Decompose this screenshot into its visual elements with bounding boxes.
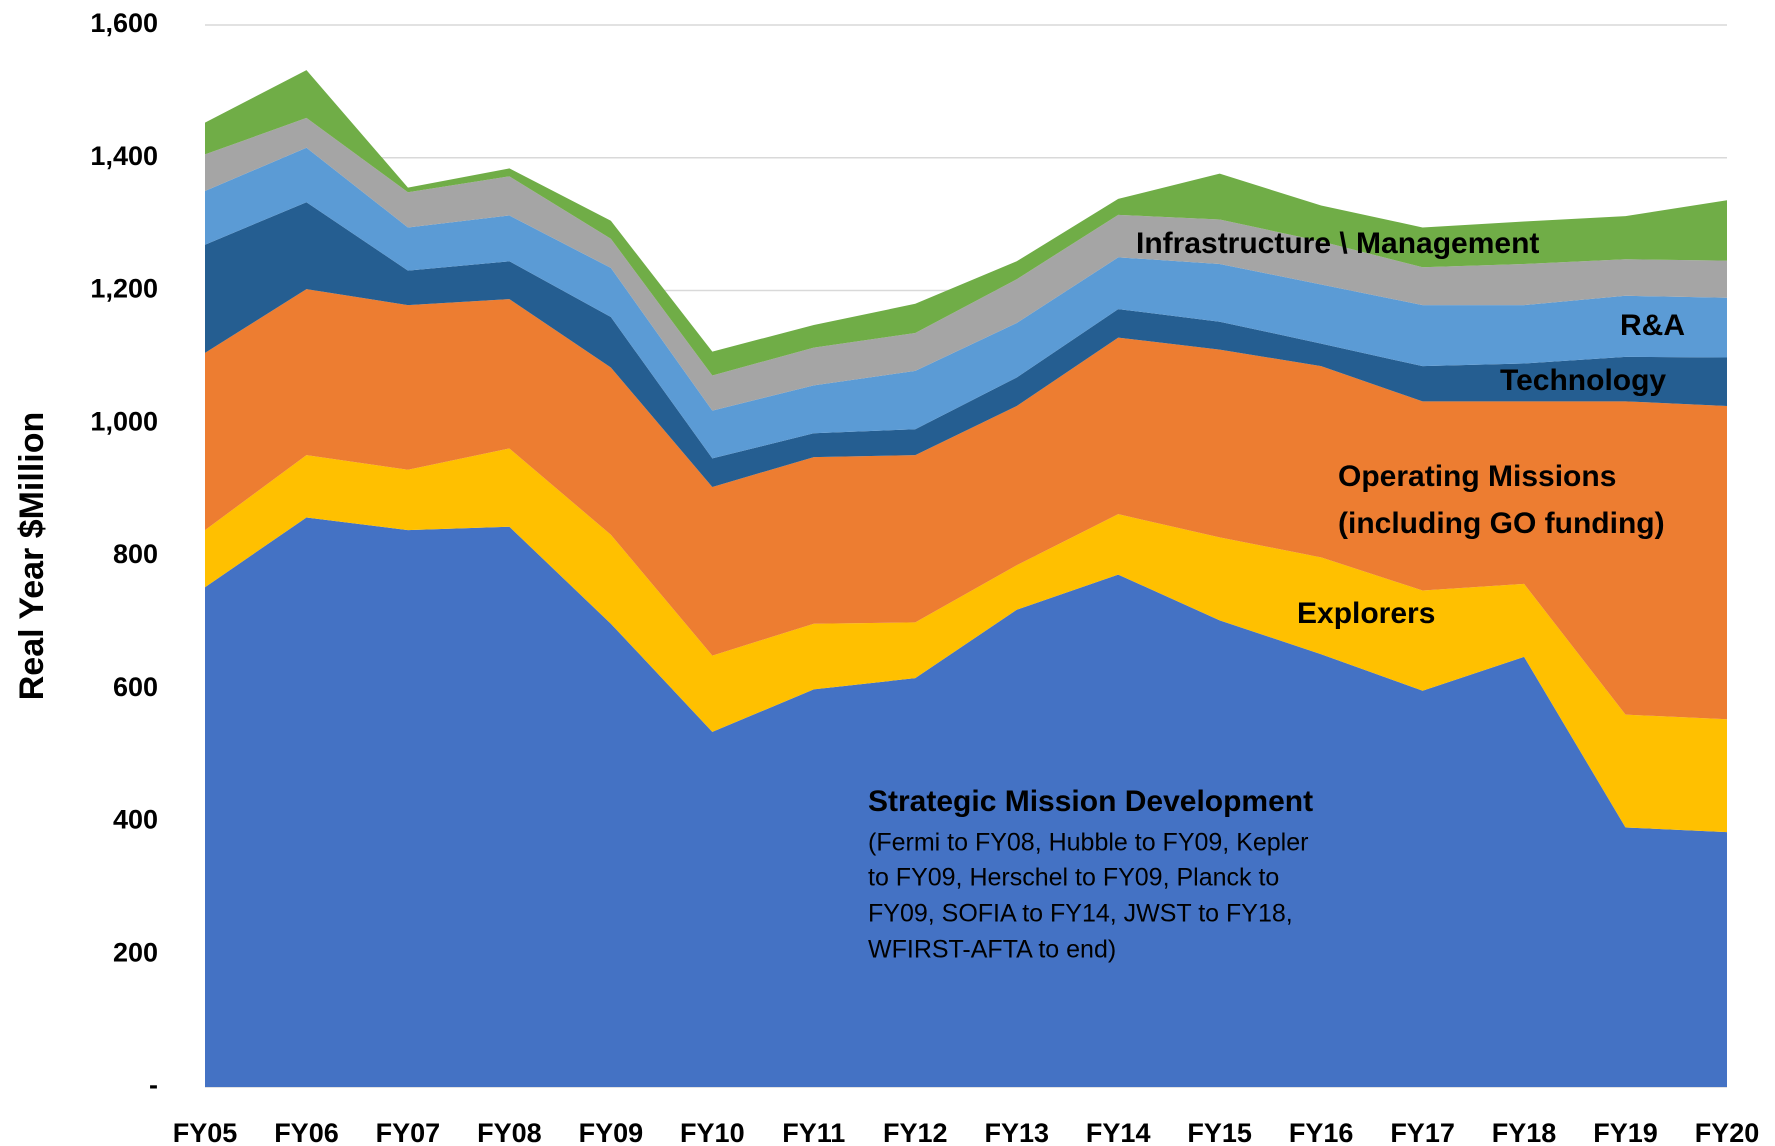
annotation: (including GO funding)	[1338, 507, 1665, 540]
x-tick-label: FY10	[680, 1118, 745, 1146]
annotation: to FY09, Herschel to FY09, Planck to	[868, 864, 1279, 892]
x-tick-label: FY09	[579, 1118, 644, 1146]
y-tick-label: 800	[113, 539, 158, 569]
area	[205, 448, 1727, 833]
x-tick-label: FY08	[477, 1118, 542, 1146]
area	[205, 517, 1727, 1087]
x-tick-label: FY19	[1593, 1118, 1658, 1146]
y-tick-label: 600	[113, 672, 158, 702]
area	[205, 202, 1727, 487]
x-tick-label: FY05	[173, 1118, 238, 1146]
area	[205, 289, 1727, 720]
x-tick-label: FY12	[883, 1118, 948, 1146]
y-tick-label: 1,000	[90, 406, 158, 436]
x-tick-label: FY11	[782, 1118, 845, 1146]
annotation: (Fermi to FY08, Hubble to FY09, Kepler	[868, 829, 1308, 857]
x-tick-label: FY07	[376, 1118, 441, 1146]
y-tick-label: 1,200	[90, 274, 158, 304]
area	[205, 147, 1727, 459]
annotation: R&A	[1620, 309, 1685, 342]
annotation: FY09, SOFIA to FY14, JWST to FY18,	[868, 900, 1293, 928]
x-tick-label: FY17	[1390, 1118, 1455, 1146]
y-axis-label: Real Year $Million	[13, 412, 51, 701]
annotation: Infrastructure \ Management	[1136, 227, 1539, 260]
x-tick-label: FY20	[1695, 1118, 1760, 1146]
annotation: Operating Missions	[1338, 460, 1616, 493]
annotation: Technology	[1500, 364, 1666, 397]
y-tick-label: 200	[113, 937, 158, 967]
y-tick-label: 1,600	[90, 8, 158, 38]
x-tick-label: FY06	[274, 1118, 339, 1146]
annotation: Strategic Mission Development	[868, 785, 1313, 818]
x-tick-label: FY13	[984, 1118, 1049, 1146]
x-tick-label: FY15	[1187, 1118, 1252, 1146]
y-tick-label: 1,400	[90, 141, 158, 171]
annotation: WFIRST-AFTA to end)	[868, 936, 1116, 964]
x-tick-label: FY16	[1289, 1118, 1354, 1146]
annotation: Explorers	[1297, 597, 1435, 630]
y-tick-label: 400	[113, 805, 158, 835]
y-tick-label: -	[149, 1070, 158, 1100]
x-tick-label: FY14	[1086, 1118, 1151, 1146]
x-tick-label: FY18	[1492, 1118, 1557, 1146]
